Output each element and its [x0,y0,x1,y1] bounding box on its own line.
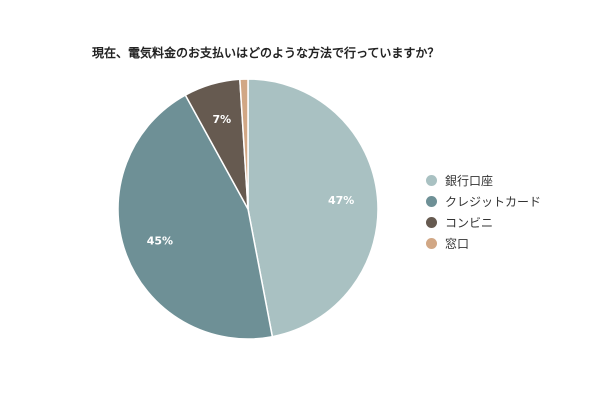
chart-title: 現在、電気料金のお支払いはどのような方法で行っていますか？ [92,46,440,60]
legend-label-convenience-store: コンビニ [445,216,494,230]
data-label-bank: 47% [328,194,354,207]
data-label-convenience-store: 7% [213,113,232,126]
legend-label-credit-card: クレジットカード [445,195,542,209]
legend-label-counter: 窓口 [445,237,470,251]
pie-slice-bank[interactable] [247,78,379,338]
pie-slice-credit-card[interactable] [117,94,274,340]
legend-item-credit-card[interactable]: クレジットカード [426,191,541,212]
legend-item-convenience-store[interactable]: コンビニ [426,212,541,233]
legend-swatch-bank [426,175,437,186]
legend-swatch-counter [426,238,437,249]
legend-label-bank: 銀行口座 [445,174,494,188]
data-label-credit-card: 45% [147,235,173,248]
legend-item-bank[interactable]: 銀行口座 [426,170,541,191]
legend-item-counter[interactable]: 窓口 [426,233,541,254]
legend: 銀行口座 クレジットカード コンビニ 窓口 [426,170,541,254]
legend-swatch-credit-card [426,196,437,207]
legend-swatch-convenience-store [426,217,437,228]
pie-slice-counter[interactable] [239,78,249,210]
